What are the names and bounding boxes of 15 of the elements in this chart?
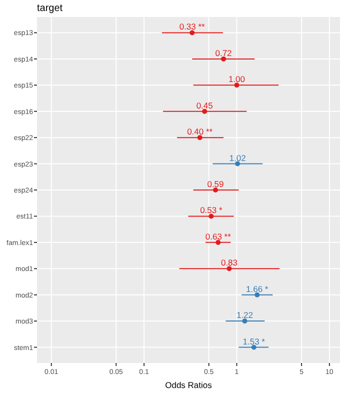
data-label: 1.00 <box>228 74 246 84</box>
data-label: 0.40 ** <box>187 126 214 137</box>
data-label: 0.33 ** <box>179 22 206 32</box>
data-label: 0.53 * <box>200 205 223 216</box>
data-label: 1.66 * <box>246 284 269 294</box>
data-label: 1.22 <box>236 310 254 320</box>
data-label: 1.02 <box>229 152 246 163</box>
data-label: 0.45 <box>196 100 214 110</box>
chart-title: target <box>37 3 63 14</box>
data-label: 1.53 * <box>242 336 266 346</box>
data-label: 0.59 <box>207 179 224 189</box>
data-label: 0.83 <box>220 258 238 268</box>
x-axis-title: Odds Ratios <box>165 380 212 390</box>
data-label: 0.72 <box>215 48 232 58</box>
data-label: 0.63 ** <box>205 231 232 242</box>
